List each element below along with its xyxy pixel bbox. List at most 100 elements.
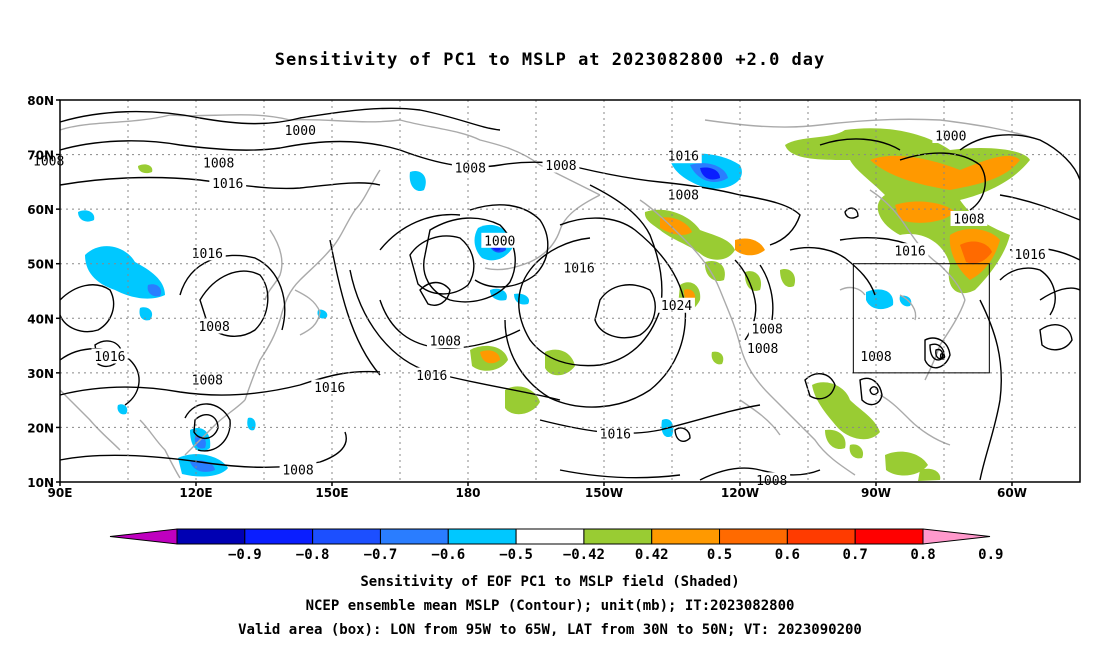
colorbar-swatch	[379, 528, 449, 545]
contour-label: 1008	[430, 335, 461, 350]
contour-labels: 1000 1008 1008 1008 1008 1016 1016 1000 1008 1016…	[30, 122, 1049, 489]
colorbar-label: −0.9	[228, 547, 262, 563]
contour-label-bg	[30, 153, 68, 169]
contour-label: 1016	[192, 247, 223, 262]
lon-tick-label: 180	[455, 486, 480, 500]
caption-contour: NCEP ensemble mean MSLP (Contour); unit(…	[305, 598, 795, 614]
contour-label-bg	[200, 154, 238, 170]
contour-label: 1000	[484, 234, 515, 249]
contour-label-bg	[664, 186, 702, 202]
contour-label-bg	[188, 371, 226, 387]
contour-label-bg	[857, 348, 895, 364]
contour-label: 1008	[545, 159, 576, 174]
contour-label-bg	[596, 425, 634, 441]
contour-label: 1008	[953, 212, 984, 227]
contour-label-bg	[413, 367, 451, 383]
colorbar-swatch	[244, 528, 314, 545]
lon-tick-label: 120E	[179, 486, 212, 500]
colorbar-label: 0.5	[707, 547, 732, 563]
contour-label: 1024	[661, 299, 692, 314]
contour-label: 1008	[860, 350, 891, 365]
contour-label: 1016	[94, 350, 125, 365]
lat-tick-label: 50N	[27, 258, 54, 272]
colorbar-label: 0.6	[775, 547, 800, 563]
caption-valid-area: Valid area (box): LON from 95W to 65W, L…	[238, 622, 862, 638]
colorbar-label: 0.7	[843, 547, 868, 563]
contour-label-bg	[664, 148, 702, 164]
colorbar-label: 0.8	[910, 547, 935, 563]
lat-tick-label: 10N	[27, 476, 54, 490]
colorbar-swatch	[854, 528, 924, 545]
colorbar-under-triangle	[109, 528, 178, 545]
negative-sensitivity-areas	[78, 153, 912, 477]
contour-label: 1008	[455, 162, 486, 177]
contour-label: 1016	[416, 369, 447, 384]
contour-label: 1008	[192, 373, 223, 388]
lat-tick-label: 70N	[27, 149, 54, 163]
caption-shading: Sensitivity of EOF PC1 to MSLP field (Sh…	[360, 574, 740, 590]
lat-tick-label: 80N	[27, 94, 54, 108]
colorbar-label: 0.42	[635, 547, 669, 563]
map-title: Sensitivity of PC1 to MSLP at 2023082800…	[274, 50, 826, 70]
lon-tick-label: 120W	[721, 486, 759, 500]
contour-label-bg	[744, 340, 782, 356]
contour-label: 1016	[1014, 248, 1045, 263]
contour-label: 1008	[747, 342, 778, 357]
contour-label-bg	[311, 379, 349, 395]
positive-sensitivity-areas	[138, 128, 1030, 481]
contour-label-bg	[451, 160, 489, 176]
contour-label-bg	[950, 210, 988, 226]
colorbar-swatch	[515, 528, 585, 545]
colorbar-swatch	[786, 528, 856, 545]
contour-label: 1016	[212, 177, 243, 192]
colorbar-swatch	[651, 528, 721, 545]
contour-label: 1008	[198, 320, 229, 335]
colorbar-label: −0.7	[364, 547, 398, 563]
lon-tick-label: 90W	[861, 486, 891, 500]
contour-label-bg	[891, 243, 929, 259]
lat-tick-label: 30N	[27, 367, 54, 381]
colorbar: −0.9 −0.8 −0.7 −0.6 −0.5 −0.42 0.42 0.5 0.6 0.7 0.…	[109, 528, 1003, 563]
colorbar-swatch	[176, 528, 246, 545]
contour-label: 1008	[668, 188, 699, 203]
contour-label-bg	[188, 245, 226, 261]
contour-label-bg	[481, 232, 519, 248]
contour-label-bg	[748, 321, 786, 337]
lat-lon-grid	[60, 100, 1080, 482]
lon-tick-label: 150W	[585, 486, 623, 500]
contour-label: 1016	[894, 245, 925, 260]
contour-label: 1000	[935, 130, 966, 145]
colorbar-label: −0.42	[563, 547, 605, 563]
contour-label: 1016	[563, 262, 594, 277]
colorbar-swatch	[583, 528, 653, 545]
colorbar-label: −0.5	[499, 547, 533, 563]
contour-label-bg	[279, 461, 317, 477]
contour-label-bg	[542, 157, 580, 173]
sensitivity-shading	[78, 128, 1030, 481]
contour-label: 1008	[33, 155, 64, 170]
contour-label: 1008	[752, 323, 783, 338]
contour-label-bg	[281, 122, 319, 138]
coastlines	[59, 114, 1041, 479]
contour-label-bg	[753, 472, 791, 488]
contour-label: 1016	[668, 150, 699, 165]
contour-label: 1016	[314, 381, 345, 396]
contour-label: 1008	[282, 463, 313, 478]
valid-area-box	[852, 263, 990, 374]
colorbar-label: 0.9	[978, 547, 1003, 563]
lon-tick-label: 60W	[997, 486, 1027, 500]
lon-tick-label: 150E	[315, 486, 348, 500]
colorbar-over-triangle	[922, 528, 991, 545]
contour-label-bg	[658, 297, 695, 313]
contour-label-bg	[1011, 246, 1049, 262]
colorbar-swatch	[447, 528, 517, 545]
lat-tick-label: 40N	[27, 312, 54, 326]
contour-label-bg	[91, 348, 129, 364]
lon-tick-label: 90E	[48, 486, 73, 500]
contour-label: 1000	[285, 124, 316, 139]
map-frame	[59, 99, 1081, 483]
contour-label-bg	[426, 333, 464, 349]
contour-label-bg	[195, 318, 233, 334]
